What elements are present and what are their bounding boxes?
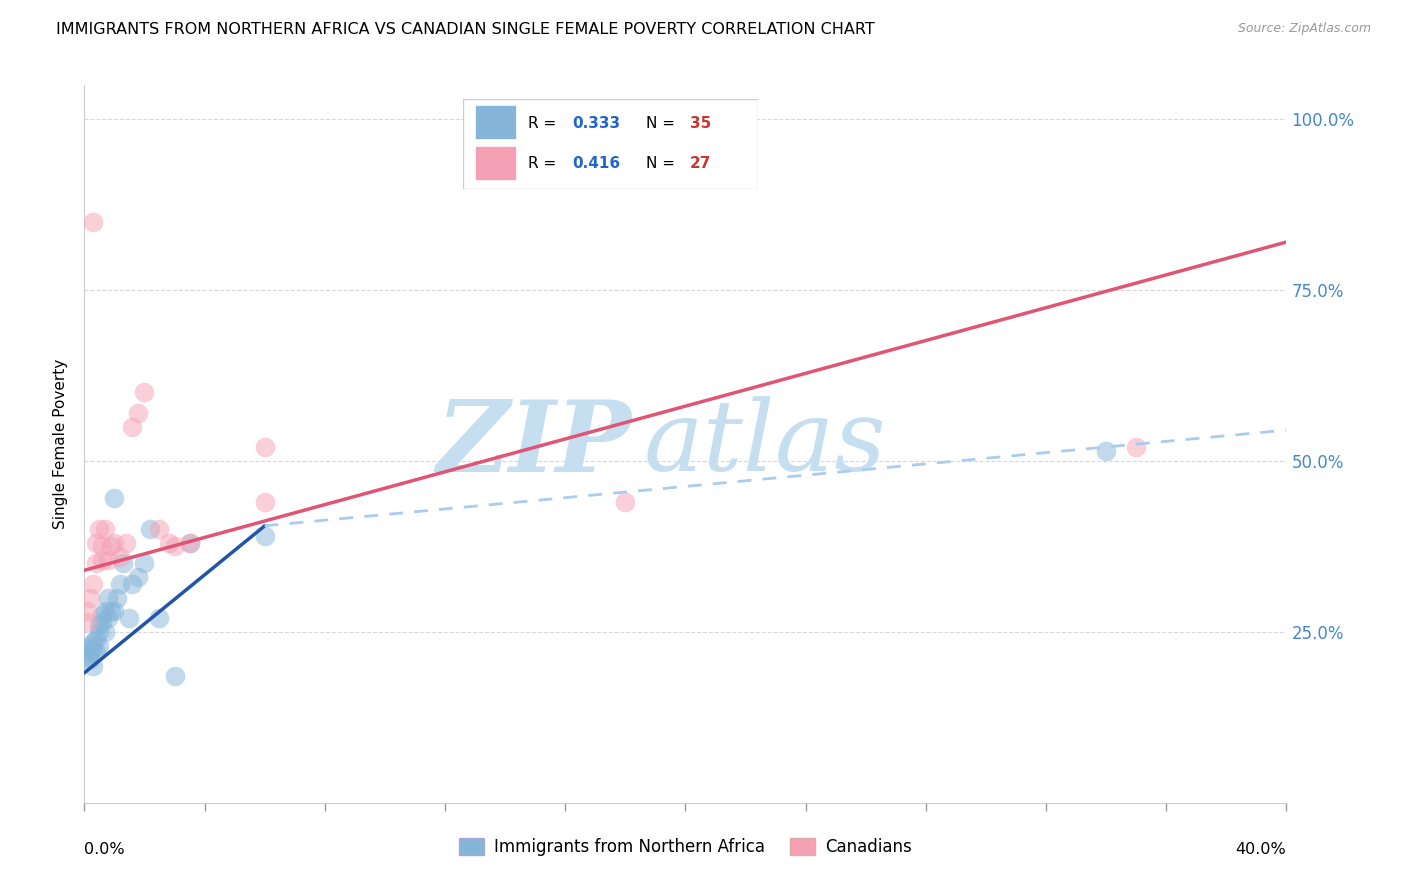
Point: [82, 635, 104, 649]
Point: [253, 440, 276, 454]
Point: [179, 536, 201, 550]
Point: [112, 557, 135, 571]
Text: 40.0%: 40.0%: [1236, 842, 1286, 857]
Point: [86, 557, 108, 571]
Point: [103, 604, 125, 618]
Point: [76, 642, 98, 657]
Point: [1125, 440, 1147, 454]
Point: [79, 591, 101, 605]
Point: [86, 536, 108, 550]
Point: [157, 536, 180, 550]
Point: [614, 495, 637, 509]
Point: [89, 522, 111, 536]
Point: [127, 406, 149, 420]
Point: [82, 214, 104, 228]
Point: [76, 604, 98, 618]
Y-axis label: Single Female Poverty: Single Female Poverty: [53, 359, 69, 529]
Point: [163, 669, 186, 683]
Point: [76, 648, 98, 663]
Point: [115, 536, 138, 550]
Point: [134, 385, 156, 400]
Point: [253, 529, 276, 543]
Point: [91, 539, 114, 553]
Text: IMMIGRANTS FROM NORTHERN AFRICA VS CANADIAN SINGLE FEMALE POVERTY CORRELATION CH: IMMIGRANTS FROM NORTHERN AFRICA VS CANAD…: [56, 22, 875, 37]
Text: ZIP: ZIP: [436, 395, 631, 492]
Point: [91, 615, 114, 629]
Point: [82, 642, 104, 657]
Point: [253, 495, 276, 509]
Point: [121, 577, 143, 591]
Point: [1095, 443, 1118, 458]
Point: [94, 522, 117, 536]
Point: [91, 553, 114, 567]
Text: Source: ZipAtlas.com: Source: ZipAtlas.com: [1237, 22, 1371, 36]
Text: 0.0%: 0.0%: [84, 842, 125, 857]
Point: [163, 539, 186, 553]
Point: [127, 570, 149, 584]
Point: [94, 604, 117, 618]
Point: [103, 536, 125, 550]
Point: [110, 549, 132, 564]
Point: [91, 607, 114, 622]
Point: [89, 624, 111, 639]
Point: [76, 615, 98, 629]
Point: [79, 639, 101, 653]
Point: [82, 577, 104, 591]
Point: [79, 645, 101, 659]
Point: [148, 522, 170, 536]
Point: [121, 419, 143, 434]
Point: [134, 557, 156, 571]
Point: [148, 611, 170, 625]
Point: [139, 522, 162, 536]
Point: [82, 659, 104, 673]
Point: [86, 632, 108, 646]
Legend: Immigrants from Northern Africa, Canadians: Immigrants from Northern Africa, Canadia…: [453, 831, 918, 863]
Point: [100, 539, 122, 553]
Point: [103, 491, 125, 506]
Point: [118, 611, 141, 625]
Point: [89, 639, 111, 653]
Point: [97, 611, 120, 625]
Point: [94, 624, 117, 639]
Point: [100, 604, 122, 618]
Point: [89, 618, 111, 632]
Point: [110, 577, 132, 591]
Text: atlas: atlas: [644, 396, 886, 491]
Point: [86, 645, 108, 659]
Point: [97, 553, 120, 567]
Point: [107, 591, 129, 605]
Point: [97, 591, 120, 605]
Point: [79, 652, 101, 666]
Point: [179, 536, 201, 550]
